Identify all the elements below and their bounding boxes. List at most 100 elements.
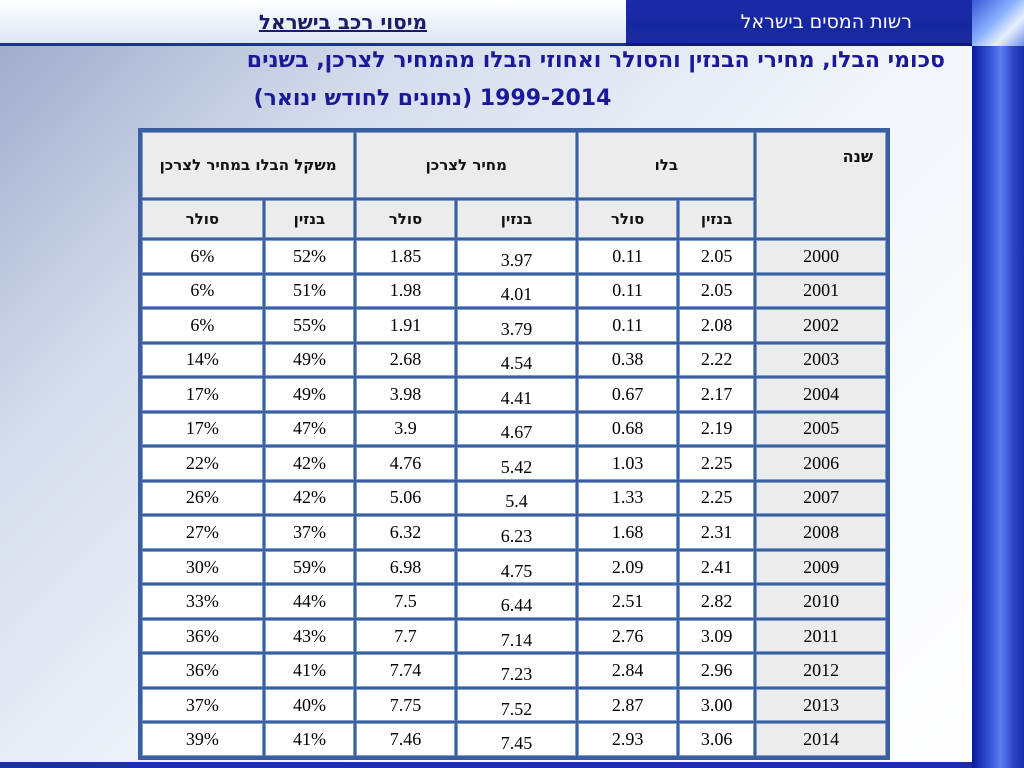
table-cell-weight-diesel: 6% [142,309,263,342]
subheader-weight-gasoline: בנזין [264,200,355,238]
table-cell-excise-diesel: 0.11 [578,309,677,342]
table-row: 2013 3.00 2.87 7.52 7.75 40% 37% [142,688,886,722]
table-cell-price-gasoline: 7.23 [456,654,577,687]
table-cell-weight-gasoline: 41% [264,723,355,756]
table-cell-excise-gasoline: 3.06 [678,723,755,756]
table-cell-excise-diesel: 2.51 [578,585,677,618]
table-cell-weight-gasoline: 42% [264,481,355,515]
subheader-price-gasoline: בנזין [456,200,577,238]
subheader-excise-diesel: סולר [578,200,677,238]
table-cell-price-diesel: 7.75 [356,688,455,722]
table-cell-price-gasoline: 4.67 [456,412,577,446]
table-row: 2005 2.19 0.68 4.67 3.9 47% 17% [142,412,886,446]
header-corner-decoration [972,0,1024,46]
table-cell-weight-gasoline: 41% [264,654,355,687]
table-cell-excise-diesel: 1.68 [578,516,677,549]
table-cell-excise-gasoline: 2.19 [678,412,755,446]
table-cell-year: 2001 [756,274,886,308]
table-cell-weight-diesel: 36% [142,654,263,687]
table-cell-weight-diesel: 14% [142,343,263,377]
header-subtitle: מיסוי רכב בישראל [258,9,428,34]
table-cell-excise-diesel: 1.03 [578,447,677,480]
header-title: רשות המסים בישראל [740,10,912,33]
table-row: 2004 2.17 0.67 4.41 3.98 49% 17% [142,378,886,411]
table-cell-excise-gasoline: 2.31 [678,516,755,549]
table-cell-excise-gasoline: 2.25 [678,481,755,515]
table-cell-excise-diesel: 0.38 [578,343,677,377]
data-table-frame: שנה בלו מחיר לצרכן משקל הבלו במחיר לצרכן… [138,128,890,760]
table-cell-price-diesel: 3.98 [356,378,455,411]
table-cell-weight-diesel: 26% [142,481,263,515]
table-cell-excise-diesel: 2.87 [578,688,677,722]
table-cell-excise-diesel: 0.67 [578,378,677,411]
table-cell-weight-gasoline: 52% [264,240,355,273]
header-consumer-price: מחיר לצרכן [356,132,577,198]
table-cell-year: 2013 [756,688,886,722]
table-row: 2001 2.05 0.11 4.01 1.98 51% 6% [142,274,886,308]
table-cell-price-gasoline: 4.41 [456,378,577,411]
table-cell-excise-diesel: 2.09 [578,550,677,584]
table-cell-weight-gasoline: 59% [264,550,355,584]
table-cell-weight-gasoline: 51% [264,274,355,308]
table-cell-weight-gasoline: 42% [264,447,355,480]
page-title-line1: סכומי הבלו, מחירי הבנזין והסולר ואחוזי ה… [246,48,945,73]
bottom-divider [0,762,972,768]
table-cell-weight-diesel: 6% [142,240,263,273]
table-cell-year: 2010 [756,585,886,618]
table-row: 2002 2.08 0.11 3.79 1.91 55% 6% [142,309,886,342]
table-cell-year: 2006 [756,447,886,480]
table-cell-price-gasoline: 6.23 [456,516,577,549]
table-cell-year: 2008 [756,516,886,549]
table-cell-excise-gasoline: 2.05 [678,274,755,308]
table-row: 2011 3.09 2.76 7.14 7.7 43% 36% [142,619,886,653]
table-cell-weight-gasoline: 49% [264,378,355,411]
table-cell-excise-diesel: 1.33 [578,481,677,515]
table-cell-price-gasoline: 5.42 [456,447,577,480]
table-cell-weight-diesel: 17% [142,412,263,446]
table-cell-weight-diesel: 37% [142,688,263,722]
table-cell-weight-gasoline: 47% [264,412,355,446]
table-cell-price-diesel: 3.9 [356,412,455,446]
header-title-bar: רשות המסים בישראל [626,0,972,46]
table-cell-year: 2007 [756,481,886,515]
table-cell-price-diesel: 6.98 [356,550,455,584]
table-cell-price-gasoline: 7.52 [456,688,577,722]
table-cell-price-diesel: 1.98 [356,274,455,308]
table-cell-year: 2011 [756,619,886,653]
table-body: 2000 2.05 0.11 3.97 1.85 52% 6% 2001 2.05 0.11 4.0… [142,240,886,756]
table-row: 2012 2.96 2.84 7.23 7.74 41% 36% [142,654,886,687]
table-cell-price-gasoline: 4.54 [456,343,577,377]
table-cell-weight-gasoline: 49% [264,343,355,377]
table-cell-excise-diesel: 0.11 [578,274,677,308]
excise-price-table: שנה בלו מחיר לצרכן משקל הבלו במחיר לצרכן… [140,130,888,758]
table-cell-excise-gasoline: 2.05 [678,240,755,273]
table-cell-excise-diesel: 0.68 [578,412,677,446]
table-row: 2008 2.31 1.68 6.23 6.32 37% 27% [142,516,886,549]
table-cell-price-gasoline: 3.97 [456,240,577,273]
header-excise: בלו [578,132,755,198]
table-row: 2000 2.05 0.11 3.97 1.85 52% 6% [142,240,886,273]
table-cell-year: 2005 [756,412,886,446]
table-cell-year: 2002 [756,309,886,342]
table-cell-weight-diesel: 36% [142,619,263,653]
table-cell-weight-diesel: 22% [142,447,263,480]
table-cell-price-diesel: 5.06 [356,481,455,515]
table-cell-excise-diesel: 2.76 [578,619,677,653]
table-row: 2010 2.82 2.51 6.44 7.5 44% 33% [142,585,886,618]
table-cell-weight-diesel: 30% [142,550,263,584]
table-cell-excise-gasoline: 2.41 [678,550,755,584]
table-cell-price-gasoline: 6.44 [456,585,577,618]
table-cell-excise-gasoline: 2.17 [678,378,755,411]
table-cell-excise-diesel: 2.84 [578,654,677,687]
table-cell-price-gasoline: 7.45 [456,723,577,756]
table-cell-price-diesel: 1.91 [356,309,455,342]
table-row: 2009 2.41 2.09 4.75 6.98 59% 30% [142,550,886,584]
table-cell-year: 2003 [756,343,886,377]
table-cell-year: 2004 [756,378,886,411]
table-cell-price-gasoline: 4.75 [456,550,577,584]
table-cell-excise-gasoline: 2.08 [678,309,755,342]
table-cell-price-diesel: 7.5 [356,585,455,618]
table-cell-weight-gasoline: 37% [264,516,355,549]
subheader-price-diesel: סולר [356,200,455,238]
table-row: 2006 2.25 1.03 5.42 4.76 42% 22% [142,447,886,480]
